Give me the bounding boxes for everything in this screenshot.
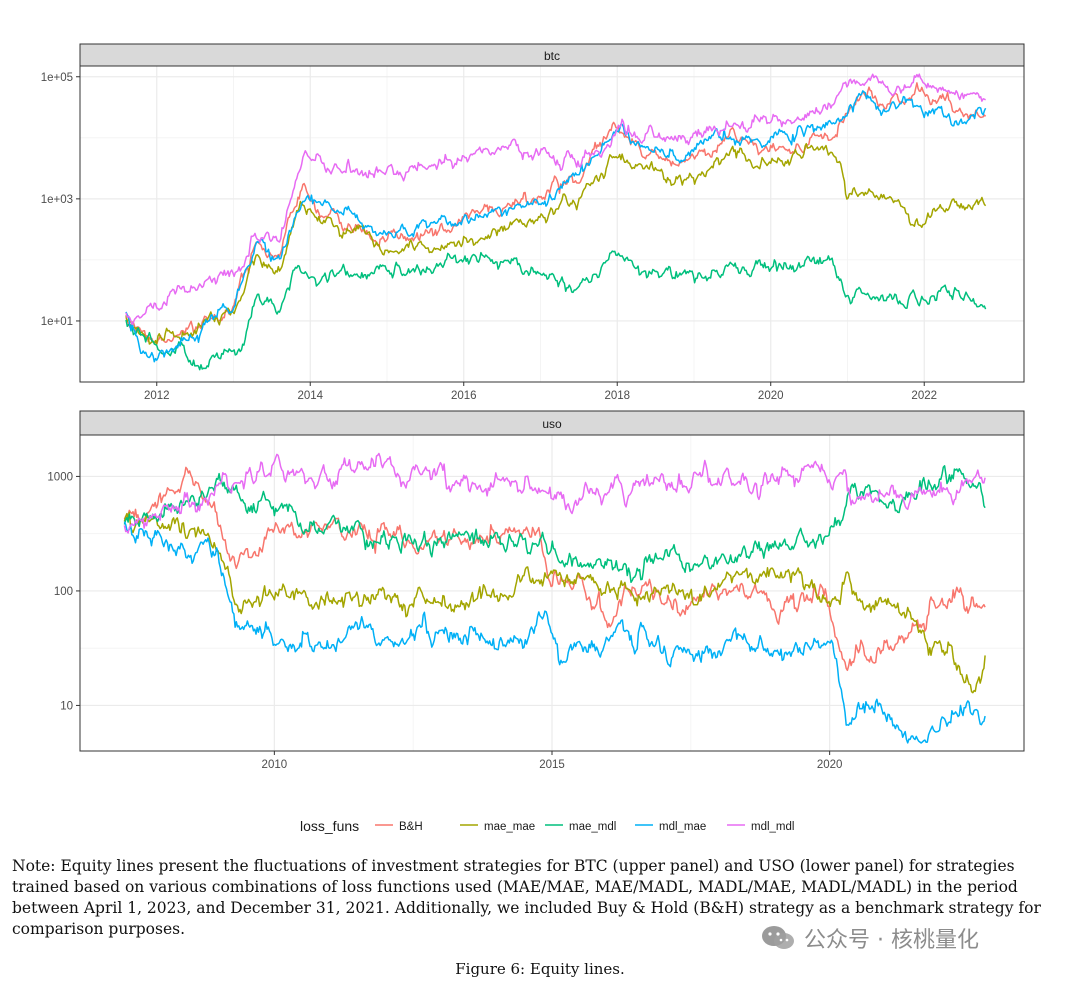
series-line-mdl_mae: [125, 90, 987, 363]
series-line-mdl_mdl: [125, 73, 986, 326]
uso-ticks: 2010 2015 2020 10 100 1000: [47, 471, 842, 771]
figure-note: Note: Equity lines present the fluctuati…: [12, 857, 1041, 938]
x-tick-label: 2010: [262, 759, 288, 771]
y-tick-label: 100: [54, 586, 73, 598]
legend-label: B&H: [399, 821, 423, 833]
legend-label: mdl_mdl: [751, 821, 794, 833]
series-line-mdl_mdl: [123, 452, 986, 534]
series-line-mae_mae: [123, 511, 986, 694]
watermark-text: 公众号 · 核桃量化: [804, 928, 979, 953]
x-tick-label: 2016: [451, 390, 477, 402]
x-tick-label: 2022: [911, 390, 937, 402]
series-line-mae_mae: [125, 142, 987, 345]
x-tick-label: 2018: [604, 390, 630, 402]
uso-panel: uso 2010 2015 2020 10 100 1000: [47, 410, 1025, 771]
y-tick-label: 1e+03: [41, 194, 73, 206]
series-line-mdl_mae: [123, 521, 986, 744]
legend: loss_funs B&H mae_mae mae_mdl mdl_mae mdl_md…: [300, 818, 794, 834]
legend-items: B&H mae_mae mae_mdl mdl_mae mdl_mdl: [375, 821, 794, 833]
uso-strip: [79, 410, 1025, 436]
figure-canvas: btc 2012 2014 2016 2018 2020 2022 1e+01 1e+03 1e…: [41, 43, 1025, 834]
y-tick-label: 1000: [47, 471, 73, 483]
legend-label: mae_mdl: [569, 821, 616, 833]
legend-label: mdl_mae: [659, 821, 706, 833]
uso-lines: [123, 452, 986, 744]
uso-strip-label: uso: [542, 417, 562, 431]
x-tick-label: 2020: [758, 390, 784, 402]
btc-lines: [125, 73, 987, 371]
series-line-mae_mdl: [125, 250, 987, 371]
watermark: 公众号 · 核桃量化: [760, 922, 979, 954]
x-tick-label: 2014: [297, 390, 323, 402]
x-tick-label: 2020: [817, 759, 843, 771]
y-tick-label: 1e+01: [41, 316, 73, 328]
wechat-icon: [762, 926, 794, 949]
legend-label: mae_mae: [484, 821, 535, 833]
series-line-bandh: [123, 466, 986, 672]
y-tick-label: 1e+05: [41, 72, 73, 84]
series-line-bandh: [125, 82, 987, 346]
x-tick-label: 2012: [144, 390, 170, 402]
figure-caption: Figure 6: Equity lines.: [455, 960, 625, 978]
series-line-mae_mdl: [123, 465, 986, 584]
legend-title: loss_funs: [300, 818, 359, 834]
btc-ticks: 2012 2014 2016 2018 2020 2022 1e+01 1e+03 1e+05: [41, 72, 937, 402]
btc-plot-border: [79, 65, 1025, 383]
x-tick-label: 2015: [539, 759, 565, 771]
btc-panel: btc 2012 2014 2016 2018 2020 2022 1e+01 1e+03 1e…: [41, 43, 1025, 402]
btc-strip-label: btc: [544, 49, 560, 63]
y-tick-label: 10: [60, 700, 73, 712]
